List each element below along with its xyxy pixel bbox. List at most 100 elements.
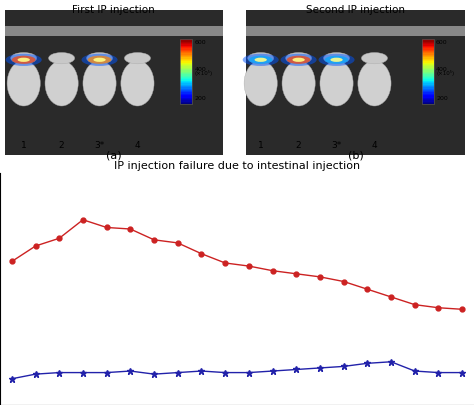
Bar: [422, 60, 434, 61]
Bar: [422, 65, 434, 66]
Text: 1: 1: [258, 141, 264, 149]
Bar: [180, 49, 192, 51]
Bar: [422, 52, 434, 53]
Text: 3*: 3*: [331, 141, 342, 149]
Bar: [422, 87, 434, 88]
Ellipse shape: [7, 62, 40, 107]
Text: 200: 200: [194, 96, 206, 101]
Ellipse shape: [361, 53, 388, 65]
Bar: [180, 77, 192, 78]
Bar: [180, 88, 192, 90]
Ellipse shape: [248, 53, 274, 65]
Bar: [180, 65, 192, 66]
Circle shape: [281, 55, 317, 67]
Bar: [422, 96, 434, 97]
Text: 4: 4: [135, 141, 140, 149]
Bar: [422, 77, 434, 78]
Bar: [180, 97, 192, 98]
Bar: [422, 84, 434, 85]
Bar: [422, 88, 434, 90]
Bar: [180, 79, 192, 80]
Text: 600: 600: [194, 40, 206, 45]
Ellipse shape: [285, 53, 312, 65]
Text: First IP injection: First IP injection: [73, 5, 155, 15]
Text: 200: 200: [436, 96, 448, 101]
Bar: [422, 93, 434, 94]
Bar: [180, 40, 192, 41]
Bar: [180, 71, 192, 72]
Bar: [180, 91, 192, 92]
Bar: [422, 49, 434, 51]
Bar: [180, 74, 192, 75]
Bar: [180, 48, 192, 49]
Bar: [422, 48, 434, 49]
Ellipse shape: [121, 62, 154, 107]
Bar: [180, 90, 192, 91]
Circle shape: [325, 57, 348, 65]
Bar: [422, 74, 434, 75]
Bar: [180, 41, 192, 43]
Bar: [422, 66, 434, 67]
Bar: [422, 57, 434, 58]
Bar: [180, 53, 192, 54]
Bar: [422, 91, 434, 92]
Bar: [422, 68, 434, 70]
Text: (b): (b): [347, 150, 364, 160]
Bar: [180, 45, 192, 47]
Bar: [180, 75, 192, 77]
Bar: [422, 70, 434, 71]
Bar: [422, 44, 434, 45]
Text: 400: 400: [194, 67, 206, 72]
Text: 2: 2: [59, 141, 64, 149]
Circle shape: [93, 59, 106, 63]
Bar: [422, 47, 434, 48]
Circle shape: [12, 57, 36, 65]
Bar: [180, 81, 192, 83]
Text: 600: 600: [436, 40, 448, 45]
Bar: [422, 64, 434, 65]
Title: IP injection failure due to intestinal injection: IP injection failure due to intestinal i…: [114, 160, 360, 171]
Bar: [180, 51, 192, 52]
Bar: [180, 101, 192, 102]
Text: (a): (a): [106, 150, 121, 160]
Bar: [422, 62, 434, 64]
Bar: [422, 71, 434, 72]
Bar: [246, 27, 465, 37]
Ellipse shape: [45, 62, 78, 107]
Ellipse shape: [244, 62, 277, 107]
Bar: [180, 47, 192, 48]
Bar: [422, 67, 434, 68]
Bar: [180, 96, 192, 97]
Bar: [180, 61, 192, 62]
Bar: [422, 53, 434, 54]
Bar: [180, 54, 192, 55]
Circle shape: [292, 59, 305, 63]
Text: (×10⁵): (×10⁵): [194, 70, 212, 76]
Bar: [422, 40, 434, 41]
Bar: [180, 43, 192, 44]
Bar: [422, 80, 434, 81]
Bar: [422, 90, 434, 91]
Ellipse shape: [86, 53, 112, 65]
Bar: [422, 51, 434, 52]
Text: 2: 2: [296, 141, 301, 149]
Ellipse shape: [49, 53, 75, 65]
Bar: [180, 92, 192, 93]
Bar: [422, 101, 434, 102]
Bar: [422, 92, 434, 93]
Bar: [422, 61, 434, 62]
Ellipse shape: [11, 53, 36, 65]
Bar: [180, 93, 192, 94]
Bar: [180, 78, 192, 79]
Bar: [180, 100, 192, 101]
Text: Second IP injection: Second IP injection: [306, 5, 405, 15]
Bar: [180, 102, 192, 104]
Bar: [180, 40, 192, 105]
Circle shape: [330, 59, 343, 63]
Bar: [180, 44, 192, 45]
Circle shape: [88, 57, 111, 65]
Circle shape: [249, 57, 273, 65]
Ellipse shape: [124, 53, 150, 65]
Bar: [422, 102, 434, 104]
Circle shape: [6, 55, 42, 67]
